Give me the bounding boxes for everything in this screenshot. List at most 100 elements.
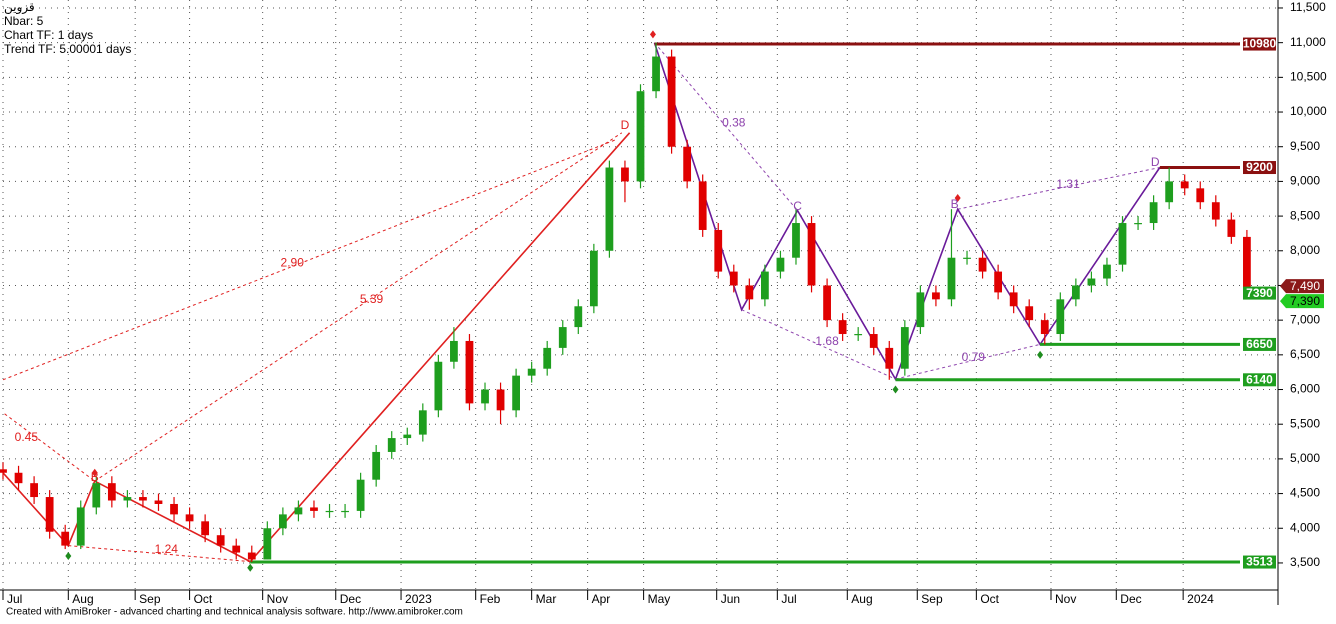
ratio-line xyxy=(654,42,798,211)
y-tick-label: 4,500 xyxy=(1290,486,1320,500)
candle-body xyxy=(1196,188,1205,203)
candle-body xyxy=(14,472,23,484)
candle-body xyxy=(418,410,427,435)
candle-body xyxy=(1056,299,1065,335)
pivot-marker xyxy=(91,468,98,477)
level-box xyxy=(1243,37,1276,51)
x-tick-label: May xyxy=(648,592,671,606)
candle-body xyxy=(1227,219,1236,237)
annotation: 0.79 xyxy=(962,350,986,364)
candle-body xyxy=(92,483,101,508)
y-tick-label: 8,500 xyxy=(1290,208,1320,222)
candle-body xyxy=(605,167,614,251)
candle-body xyxy=(30,483,38,498)
candle-body xyxy=(76,507,85,546)
ratio-line xyxy=(741,309,896,380)
candle-body xyxy=(465,340,474,404)
candle-body xyxy=(1071,285,1080,300)
annotation: 1.24 xyxy=(155,542,179,556)
y-tick-label: 7,000 xyxy=(1290,312,1320,326)
candle-body xyxy=(403,434,412,439)
annotation: 1.31 xyxy=(1056,177,1080,191)
pivot-marker xyxy=(247,563,254,572)
foreground: 11,500 11,000 10,500 10,000 9,500 9,000 8,500 8… xyxy=(7,0,1327,606)
annotation: 0.45 xyxy=(15,430,39,444)
candle-body xyxy=(916,292,925,328)
candle-body xyxy=(978,257,987,272)
candle-body xyxy=(216,535,225,546)
candles xyxy=(0,42,1251,563)
annotation: D xyxy=(621,118,630,132)
annotation: B xyxy=(91,470,99,484)
candle-body xyxy=(636,91,645,182)
candle-body xyxy=(1025,306,1034,321)
level-box xyxy=(1243,286,1276,300)
price-badge xyxy=(1280,294,1324,309)
candle-body xyxy=(450,340,458,362)
candle-body xyxy=(247,552,256,560)
candle-body xyxy=(325,510,334,513)
candle-body xyxy=(201,521,210,536)
candle-body xyxy=(807,223,816,286)
candle-body xyxy=(823,285,831,321)
price-badge xyxy=(1280,279,1324,294)
candle-body xyxy=(838,320,847,335)
header-line: Trend TF: 5.00001 days xyxy=(4,42,131,56)
candle-body xyxy=(1040,320,1049,335)
candle-body xyxy=(776,257,785,272)
x-tick-label: Nov xyxy=(267,592,288,606)
x-tick-label: Aug xyxy=(851,592,872,606)
candle-body xyxy=(854,334,863,336)
candle-body xyxy=(310,507,318,511)
level-label: 3513 xyxy=(1246,555,1273,569)
candle-body xyxy=(994,271,1003,293)
annotation: D xyxy=(1151,155,1160,169)
credit: Created with AmiBroker - advanced charti… xyxy=(6,607,463,618)
candle-body xyxy=(1149,202,1158,224)
header-line: Nbar: 5 xyxy=(4,14,44,28)
annotation: 5.39 xyxy=(360,292,384,306)
candle-body xyxy=(652,56,660,92)
candle-body xyxy=(356,479,365,511)
candle-body xyxy=(558,327,567,348)
annotation: B xyxy=(951,197,959,211)
price-badge-label: 7,490 xyxy=(1290,279,1320,293)
y-tick-label: 10,000 xyxy=(1290,104,1327,118)
header-line: قزوین xyxy=(4,0,35,15)
x-tick-label: 2024 xyxy=(1187,592,1214,606)
x-tick-label: Jun xyxy=(721,592,740,606)
candle-body xyxy=(792,223,800,258)
y-tick-label: 10,500 xyxy=(1290,70,1327,84)
candle-body xyxy=(1087,278,1096,286)
pivot-marker xyxy=(954,194,961,203)
candle-body xyxy=(294,507,303,515)
level-label: 6140 xyxy=(1246,372,1273,386)
candle-body xyxy=(698,181,707,230)
ratio-line xyxy=(2,139,616,381)
ratio-line xyxy=(4,413,95,482)
candle-body xyxy=(869,334,878,348)
candle-body xyxy=(263,528,272,560)
candle-body xyxy=(589,250,598,307)
candle-body xyxy=(667,56,676,147)
level-box xyxy=(1243,373,1276,387)
candle-body xyxy=(683,146,692,182)
candle-body xyxy=(170,503,178,515)
pivot-marker xyxy=(649,30,656,39)
candle-body xyxy=(1009,292,1018,307)
candle-body xyxy=(107,483,116,501)
overlay xyxy=(2,42,1240,564)
candle-body xyxy=(1103,264,1111,279)
x-tick-label: Aug xyxy=(72,592,93,606)
level-box xyxy=(1243,337,1276,351)
candle-body xyxy=(527,368,536,376)
y-tick-label: 9,500 xyxy=(1290,139,1320,153)
y-tick-label: 5,500 xyxy=(1290,416,1320,430)
candle-body xyxy=(761,271,769,300)
candle-body xyxy=(387,438,396,452)
candle-body xyxy=(0,469,7,473)
annotation: 0.38 xyxy=(722,115,746,129)
candle-body xyxy=(1118,223,1127,265)
candle-body xyxy=(947,257,956,300)
